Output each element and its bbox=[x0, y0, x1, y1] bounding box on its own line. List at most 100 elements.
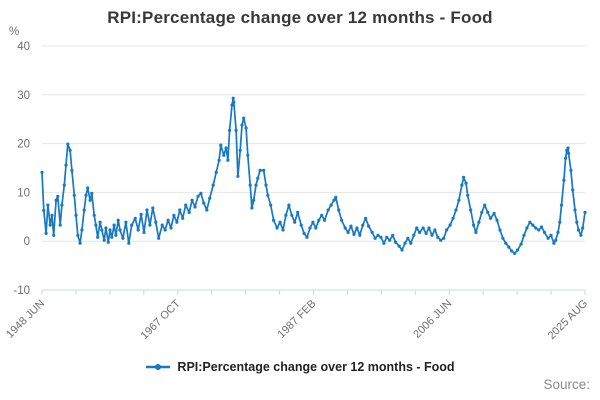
data-point-marker[interactable] bbox=[462, 175, 466, 179]
data-point-marker[interactable] bbox=[58, 223, 62, 227]
data-point-marker[interactable] bbox=[254, 183, 258, 187]
data-point-marker[interactable] bbox=[504, 241, 508, 245]
data-point-marker[interactable] bbox=[382, 241, 386, 245]
data-point-marker[interactable] bbox=[106, 240, 110, 244]
data-point-marker[interactable] bbox=[166, 218, 170, 222]
data-point-marker[interactable] bbox=[116, 218, 120, 222]
data-point-marker[interactable] bbox=[130, 223, 134, 227]
data-point-marker[interactable] bbox=[510, 249, 514, 253]
data-point-marker[interactable] bbox=[92, 213, 96, 217]
data-point-marker[interactable] bbox=[56, 194, 60, 198]
data-point-marker[interactable] bbox=[205, 208, 209, 212]
data-point-marker[interactable] bbox=[534, 226, 538, 230]
data-point-marker[interactable] bbox=[334, 195, 338, 199]
data-point-marker[interactable] bbox=[522, 233, 526, 237]
data-point-marker[interactable] bbox=[62, 183, 66, 187]
data-point-marker[interactable] bbox=[583, 210, 587, 214]
data-point-marker[interactable] bbox=[296, 210, 300, 214]
data-point-marker[interactable] bbox=[160, 223, 164, 227]
data-point-marker[interactable] bbox=[236, 174, 240, 178]
data-point-marker[interactable] bbox=[187, 210, 191, 214]
data-point-marker[interactable] bbox=[314, 226, 318, 230]
data-point-marker[interactable] bbox=[489, 216, 493, 220]
data-point-marker[interactable] bbox=[346, 230, 350, 234]
data-point-marker[interactable] bbox=[163, 228, 167, 232]
data-point-marker[interactable] bbox=[340, 218, 344, 222]
data-point-marker[interactable] bbox=[98, 220, 102, 224]
data-point-marker[interactable] bbox=[68, 148, 72, 152]
series-rpi-food[interactable] bbox=[40, 96, 587, 255]
data-point-marker[interactable] bbox=[80, 228, 84, 232]
data-point-marker[interactable] bbox=[466, 193, 470, 197]
data-point-marker[interactable] bbox=[421, 226, 425, 230]
data-point-marker[interactable] bbox=[439, 238, 443, 242]
data-point-marker[interactable] bbox=[516, 248, 520, 252]
data-point-marker[interactable] bbox=[293, 220, 297, 224]
data-point-marker[interactable] bbox=[385, 235, 389, 239]
data-point-marker[interactable] bbox=[332, 198, 336, 202]
data-point-marker[interactable] bbox=[193, 205, 197, 209]
data-point-marker[interactable] bbox=[323, 218, 327, 222]
data-point-marker[interactable] bbox=[564, 156, 568, 160]
data-point-marker[interactable] bbox=[224, 146, 228, 150]
data-point-marker[interactable] bbox=[64, 163, 68, 167]
data-point-marker[interactable] bbox=[513, 251, 517, 255]
data-point-marker[interactable] bbox=[76, 233, 80, 237]
data-point-marker[interactable] bbox=[486, 210, 490, 214]
data-point-marker[interactable] bbox=[84, 193, 88, 197]
series-line[interactable] bbox=[41, 97, 586, 255]
data-point-marker[interactable] bbox=[190, 198, 194, 202]
data-point-marker[interactable] bbox=[248, 183, 252, 187]
data-point-marker[interactable] bbox=[72, 193, 76, 197]
data-point-marker[interactable] bbox=[358, 233, 362, 237]
data-point-marker[interactable] bbox=[308, 226, 312, 230]
data-point-marker[interactable] bbox=[317, 218, 321, 222]
data-point-marker[interactable] bbox=[118, 228, 122, 232]
data-point-marker[interactable] bbox=[364, 216, 368, 220]
data-point-marker[interactable] bbox=[457, 198, 461, 202]
data-point-marker[interactable] bbox=[44, 231, 48, 235]
data-point-marker[interactable] bbox=[507, 245, 511, 249]
data-point-marker[interactable] bbox=[52, 233, 56, 237]
data-point-marker[interactable] bbox=[370, 230, 374, 234]
data-point-marker[interactable] bbox=[175, 220, 179, 224]
data-point-marker[interactable] bbox=[562, 178, 566, 182]
data-point-marker[interactable] bbox=[172, 213, 176, 217]
data-point-marker[interactable] bbox=[554, 238, 558, 242]
data-point-marker[interactable] bbox=[501, 236, 505, 240]
data-point-marker[interactable] bbox=[40, 170, 44, 174]
data-point-marker[interactable] bbox=[232, 100, 236, 104]
data-point-marker[interactable] bbox=[219, 143, 223, 147]
data-point-marker[interactable] bbox=[571, 188, 575, 192]
data-point-marker[interactable] bbox=[305, 235, 309, 239]
data-point-marker[interactable] bbox=[88, 198, 92, 202]
data-point-marker[interactable] bbox=[264, 183, 268, 187]
data-point-marker[interactable] bbox=[474, 230, 478, 234]
data-point-marker[interactable] bbox=[542, 230, 547, 234]
data-point-marker[interactable] bbox=[90, 191, 94, 195]
data-point-marker[interactable] bbox=[540, 225, 544, 229]
data-point-marker[interactable] bbox=[400, 248, 404, 252]
data-point-marker[interactable] bbox=[228, 128, 232, 132]
data-point-marker[interactable] bbox=[82, 208, 86, 212]
data-point-marker[interactable] bbox=[565, 148, 569, 152]
data-point-marker[interactable] bbox=[208, 196, 212, 200]
data-point-marker[interactable] bbox=[242, 116, 246, 120]
data-point-marker[interactable] bbox=[50, 213, 54, 217]
data-point-marker[interactable] bbox=[238, 148, 242, 152]
data-point-marker[interactable] bbox=[154, 220, 158, 224]
data-point-marker[interactable] bbox=[66, 142, 70, 146]
data-point-marker[interactable] bbox=[42, 208, 46, 213]
data-point-marker[interactable] bbox=[211, 183, 215, 187]
data-point-marker[interactable] bbox=[46, 203, 50, 207]
data-point-marker[interactable] bbox=[196, 194, 200, 198]
data-point-marker[interactable] bbox=[412, 233, 416, 237]
data-point-marker[interactable] bbox=[48, 223, 52, 227]
data-point-marker[interactable] bbox=[299, 223, 303, 227]
data-point-marker[interactable] bbox=[361, 223, 365, 227]
data-point-marker[interactable] bbox=[415, 226, 419, 230]
data-point-marker[interactable] bbox=[320, 213, 324, 217]
data-point-marker[interactable] bbox=[258, 168, 262, 172]
data-point-marker[interactable] bbox=[355, 226, 359, 230]
data-point-marker[interactable] bbox=[108, 228, 112, 232]
